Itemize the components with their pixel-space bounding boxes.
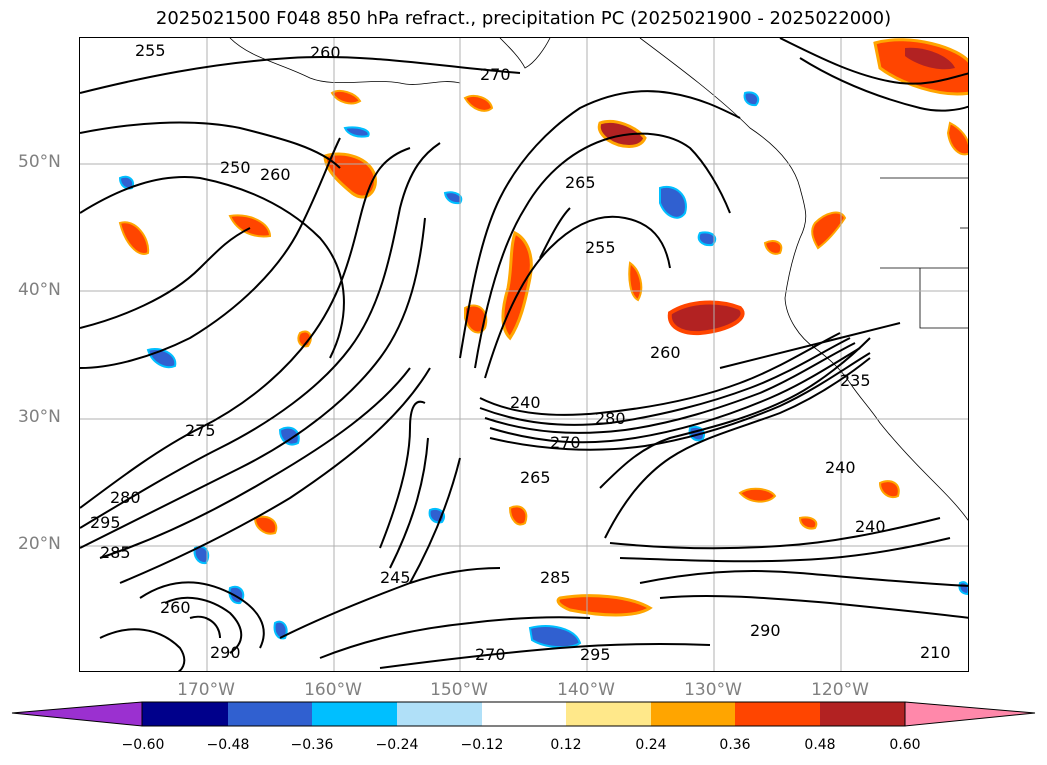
- map-title: 2025021500 F048 850 hPa refract., precip…: [155, 8, 892, 29]
- contour-label: 280: [595, 409, 626, 428]
- contour-label: 290: [750, 621, 781, 640]
- map-panel: 255 250 260 270 260 265 255 260 240 280 …: [79, 37, 969, 672]
- colorbar-tick: 0.36: [719, 737, 751, 753]
- colorbar-segment: [735, 702, 820, 726]
- contour-label: 245: [380, 568, 411, 587]
- colorbar-segment: [228, 702, 312, 726]
- lat-label-40n: 40°N: [18, 280, 61, 300]
- contour-label: 290: [210, 643, 241, 662]
- refractivity-contours: [80, 38, 968, 671]
- colorbar-over-arrow: [904, 701, 1036, 727]
- graticule: [80, 38, 968, 671]
- contour-label: 275: [185, 421, 216, 440]
- colorbar-tick: 0.12: [550, 737, 582, 753]
- lon-label-160w: 160°W: [304, 680, 362, 700]
- contour-label: 240: [855, 517, 886, 536]
- lat-label-30n: 30°N: [18, 407, 61, 427]
- colorbar-outline: [141, 701, 906, 727]
- lon-label-120w: 120°W: [811, 680, 869, 700]
- lon-label-150w: 150°W: [430, 680, 488, 700]
- contour-label: 295: [90, 513, 121, 532]
- colorbar-segment: [142, 702, 228, 726]
- colorbar-segment: [820, 702, 905, 726]
- lon-label-140w: 140°W: [557, 680, 615, 700]
- contour-label: 260: [160, 598, 191, 617]
- contour-labels: 255 250 260 270 260 265 255 260 240 280 …: [90, 41, 951, 664]
- contour-label: 255: [135, 41, 166, 60]
- colorbar-tick: −0.36: [290, 737, 334, 753]
- map-canvas: 255 250 260 270 260 265 255 260 240 280 …: [80, 38, 968, 671]
- lat-label-50n: 50°N: [18, 152, 61, 172]
- colorbar-tick: 0.48: [804, 737, 836, 753]
- colorbar-tick: −0.24: [375, 737, 419, 753]
- colorbar-tick: 0.24: [635, 737, 667, 753]
- colorbar-tick: 0.60: [889, 737, 921, 753]
- contour-label: 270: [480, 65, 511, 84]
- contour-label: 260: [260, 165, 291, 184]
- contour-label: 285: [100, 543, 131, 562]
- contour-label: 250: [220, 158, 251, 177]
- contour-label: 265: [565, 173, 596, 192]
- colorbar-segment: [651, 702, 735, 726]
- lon-label-170w: 170°W: [177, 680, 235, 700]
- colorbar-tick: −0.12: [460, 737, 504, 753]
- colorbar-segment: [312, 702, 397, 726]
- colorbar-segment: [482, 702, 566, 726]
- contour-label: 255: [585, 238, 616, 257]
- contour-label: 270: [475, 645, 506, 664]
- contour-label: 260: [650, 343, 681, 362]
- colorbar-segment: [566, 702, 651, 726]
- colorbar-tick: −0.60: [121, 737, 165, 753]
- colorbar: [11, 701, 1036, 727]
- colorbar-under-arrow: [11, 701, 143, 727]
- colorbar-tick: −0.48: [206, 737, 250, 753]
- contour-label: 235: [840, 371, 871, 390]
- contour-label: 265: [520, 468, 551, 487]
- contour-label: 280: [110, 488, 141, 507]
- coastline: [229, 38, 968, 521]
- contour-label: 240: [510, 393, 541, 412]
- contour-label: 240: [825, 458, 856, 477]
- contour-label: 295: [580, 645, 611, 664]
- lat-label-20n: 20°N: [18, 534, 61, 554]
- contour-label: 210: [920, 643, 951, 662]
- contour-label: 260: [310, 43, 341, 62]
- colorbar-segment: [397, 702, 482, 726]
- contour-label: 285: [540, 568, 571, 587]
- lon-label-130w: 130°W: [684, 680, 742, 700]
- contour-label: 270: [550, 433, 581, 452]
- positive-precip-anomaly: [118, 38, 968, 617]
